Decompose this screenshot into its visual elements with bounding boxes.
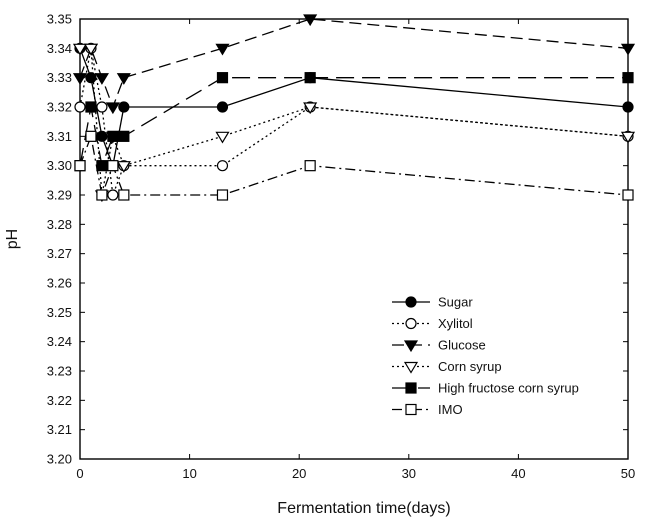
data-point	[97, 190, 107, 200]
y-tick-label: 3.33	[47, 70, 72, 85]
y-tick-label: 3.26	[47, 276, 72, 291]
y-tick-label: 3.20	[47, 452, 72, 467]
legend-marker	[405, 363, 417, 373]
legend-marker	[405, 341, 417, 351]
x-tick-label: 50	[621, 466, 635, 481]
legend-marker	[406, 297, 416, 307]
data-point	[108, 190, 118, 200]
data-point	[623, 73, 633, 83]
data-point	[217, 161, 227, 171]
legend-label: Sugar	[438, 295, 473, 310]
legend-marker	[406, 383, 416, 393]
series-layer	[74, 15, 634, 201]
x-axis-title: Fermentation time(days)	[277, 500, 450, 517]
legend-label: IMO	[438, 402, 463, 417]
data-point	[108, 131, 118, 141]
y-tick-label: 3.22	[47, 393, 72, 408]
legend-item: High fructose corn syrup	[392, 381, 579, 396]
x-tick-label: 30	[402, 466, 416, 481]
y-tick-label: 3.35	[47, 12, 72, 27]
y-tick-label: 3.21	[47, 422, 72, 437]
data-point	[217, 190, 227, 200]
data-point	[86, 131, 96, 141]
legend-label: Glucose	[438, 338, 486, 353]
data-point	[217, 102, 227, 112]
data-point	[86, 102, 96, 112]
x-tick-label: 10	[182, 466, 196, 481]
legend-marker	[406, 405, 416, 415]
data-point	[97, 161, 107, 171]
x-tick-label: 40	[511, 466, 525, 481]
y-tick-label: 3.25	[47, 305, 72, 320]
series-imo	[75, 131, 633, 200]
series-line	[80, 48, 628, 195]
legend-label: High fructose corn syrup	[438, 381, 579, 396]
data-point	[96, 74, 108, 84]
data-point	[97, 102, 107, 112]
x-tick-label: 0	[76, 466, 83, 481]
legend: Sugar Xylitol Glucose Corn syrup High fructo…	[392, 295, 579, 418]
data-point	[305, 73, 315, 83]
data-point	[107, 103, 119, 113]
series-glucose	[74, 15, 634, 113]
legend-item: Corn syrup	[392, 359, 502, 374]
data-point	[108, 161, 118, 171]
legend-item: Sugar	[392, 295, 473, 310]
legend-label: Xylitol	[438, 316, 473, 331]
data-point	[119, 102, 129, 112]
data-point	[217, 73, 227, 83]
y-tick-label: 3.31	[47, 129, 72, 144]
series-line	[80, 136, 628, 195]
data-point	[75, 102, 85, 112]
series-xylitol	[75, 43, 633, 200]
data-point	[118, 74, 130, 84]
y-tick-label: 3.23	[47, 364, 72, 379]
y-tick-label: 3.27	[47, 246, 72, 261]
y-tick-label: 3.28	[47, 217, 72, 232]
y-axis-title: pH	[4, 229, 21, 249]
y-tick-label: 3.29	[47, 188, 72, 203]
data-point	[86, 73, 96, 83]
series-line	[80, 48, 628, 195]
legend-item: IMO	[392, 402, 463, 417]
series-sugar	[75, 43, 633, 170]
y-tick-label: 3.30	[47, 158, 72, 173]
series-line	[80, 78, 628, 166]
series-corn-syrup	[74, 44, 634, 201]
data-point	[119, 190, 129, 200]
x-tick-label: 20	[292, 466, 306, 481]
y-tick-label: 3.32	[47, 100, 72, 115]
x-axis-ticks: 0 10 20 30 40 50	[76, 19, 635, 481]
data-point	[305, 161, 315, 171]
data-point	[75, 161, 85, 171]
legend-label: Corn syrup	[438, 359, 502, 374]
legend-item: Xylitol	[392, 316, 473, 331]
data-point	[623, 102, 633, 112]
data-point	[119, 131, 129, 141]
data-point	[622, 44, 634, 54]
y-tick-label: 3.24	[47, 334, 72, 349]
data-point	[216, 132, 228, 142]
data-point	[623, 190, 633, 200]
y-tick-label: 3.34	[47, 41, 72, 56]
legend-item: Glucose	[392, 338, 486, 353]
legend-marker	[406, 319, 416, 329]
series-line	[80, 19, 628, 107]
